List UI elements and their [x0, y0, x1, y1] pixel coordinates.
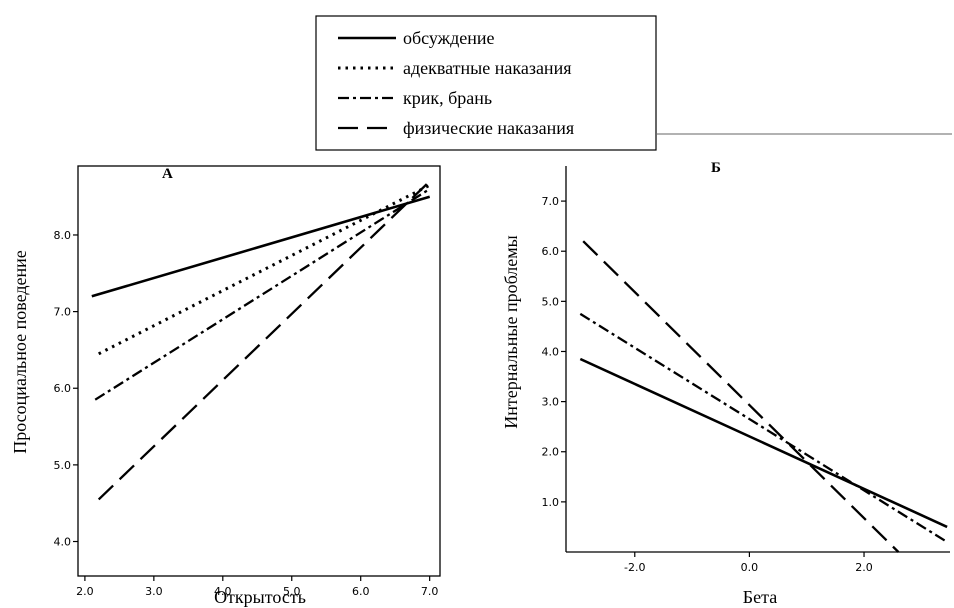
- chart-a-ytick-label: 5.0: [54, 459, 72, 472]
- chart-a-xtick-label: 7.0: [421, 585, 439, 598]
- chart-b-ytick-label: 3.0: [542, 396, 560, 409]
- legend: обсуждение адекватные наказания крик, бран…: [315, 15, 952, 151]
- legend-label: обсуждение: [403, 28, 495, 48]
- chart-b-ytick-label: 2.0: [542, 446, 560, 459]
- chart-a-xtick-label: 3.0: [145, 585, 163, 598]
- chart-a-series-0: [91, 195, 431, 298]
- chart-a-ytick-label: 7.0: [54, 306, 72, 319]
- chart-b-xtick-label: 2.0: [855, 561, 873, 574]
- chart-b-xtick-label: -2.0: [624, 561, 645, 574]
- chart-a-ytick-label: 4.0: [54, 536, 72, 549]
- chart-a-xtick-label: 6.0: [352, 585, 370, 598]
- chart-a-xtick-label: 4.0: [214, 585, 232, 598]
- chart-a-title: А: [162, 166, 173, 182]
- chart-b-xlabel: Бета: [743, 587, 777, 607]
- chart-a-xlabel: Открытость: [214, 587, 306, 607]
- chart-b-ytick-label: 5.0: [542, 295, 560, 308]
- chart-b-series-2: [582, 240, 900, 553]
- chart-b-series-0: [579, 357, 948, 529]
- chart-a: А Просоциальное поведение Открытость 4.0…: [10, 165, 441, 607]
- chart-b: Б Интернальные проблемы Бета 1.0 2.0 3.0 4.…: [501, 160, 950, 607]
- chart-a-series-1: [98, 183, 431, 356]
- chart-a-series-3: [97, 180, 431, 501]
- chart-b-title: Б: [711, 160, 721, 176]
- chart-a-xtick-label: 2.0: [76, 585, 94, 598]
- chart-a-xtick-label: 5.0: [283, 585, 301, 598]
- chart-a-ylabel: Просоциальное поведение: [10, 250, 30, 454]
- chart-a-ytick-label: 8.0: [54, 229, 72, 242]
- chart-b-ytick-label: 1.0: [542, 496, 560, 509]
- chart-b-series-1: [579, 312, 948, 543]
- chart-b-ytick-label: 4.0: [542, 345, 560, 358]
- legend-label: физические наказания: [403, 118, 574, 138]
- chart-a-ytick-label: 6.0: [54, 382, 72, 395]
- chart-a-series-2: [94, 188, 431, 401]
- chart-b-xtick-label: 0.0: [741, 561, 759, 574]
- legend-label: адекватные наказания: [403, 58, 571, 78]
- chart-a-frame: [77, 165, 441, 577]
- chart-b-ytick-label: 7.0: [542, 195, 560, 208]
- legend-label: крик, брань: [403, 88, 492, 108]
- chart-b-ytick-label: 6.0: [542, 245, 560, 258]
- chart-b-ylabel: Интернальные проблемы: [501, 235, 521, 428]
